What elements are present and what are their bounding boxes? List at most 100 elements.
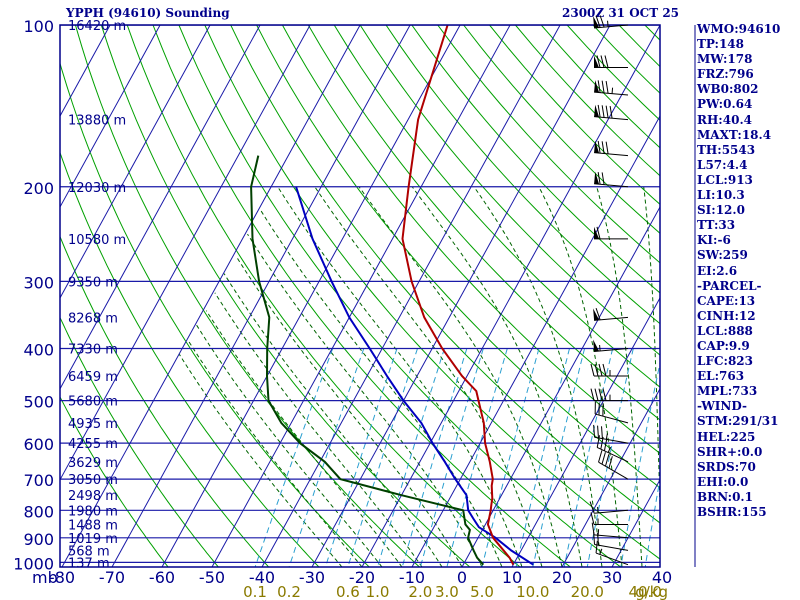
dry-adiabat: [333, 25, 660, 388]
wind-barb-flag: [601, 105, 605, 118]
isotherm: [361, 25, 660, 567]
wind-barb: [589, 501, 629, 514]
isotherm: [60, 25, 311, 481]
wind-barb-flag: [590, 512, 595, 525]
dry-adiabat: [60, 61, 370, 567]
wind-barb-staff: [594, 436, 629, 444]
wind-barb: [594, 104, 629, 121]
index-line: RH:40.4: [697, 112, 752, 127]
dry-adiabat: [385, 25, 660, 325]
wind-barb-half-flag: [605, 433, 608, 440]
moist-adiabat: [538, 186, 623, 567]
mixing-ratio-label: 20.0: [571, 583, 604, 600]
dry-adiabat: [359, 25, 660, 356]
pressure-tick-label: 500: [23, 393, 54, 412]
height-label: 9350 m: [68, 275, 118, 290]
dry-adiabat: [411, 25, 660, 294]
height-label: 10580 m: [68, 233, 126, 248]
wind-barb-flag: [605, 105, 609, 118]
wind-barb-flag: [609, 105, 613, 119]
isotherm: [411, 115, 660, 567]
index-line: TH:5543: [697, 142, 756, 157]
wind-barb-flag: [594, 388, 599, 401]
moist-adiabat: [247, 233, 483, 567]
mixing-ratio-label: 0.6: [336, 583, 360, 600]
wind-barb: [594, 401, 629, 424]
wind-barb-staff: [598, 461, 629, 480]
pressure-tick-label: 900: [23, 530, 54, 549]
index-line: MW:178: [697, 52, 753, 67]
mixing-ratio-line: [620, 360, 660, 567]
dry-adiabat: [74, 25, 420, 567]
index-line: MPL:733: [697, 384, 758, 399]
mixing-ratio-label: 3.0: [435, 583, 459, 600]
index-line: -WIND-: [697, 399, 747, 414]
moist-adiabat: [205, 310, 403, 567]
temperature-tick-label: -60: [149, 568, 175, 587]
temperature-trace: [401, 25, 515, 566]
height-label: 137 m: [68, 556, 110, 571]
mixing-ratio-line: [288, 348, 365, 567]
wind-barb: [594, 140, 629, 157]
index-line: BRN:0.1: [697, 489, 753, 504]
wind-barb-flag: [595, 307, 601, 320]
index-line: STM:291/31: [697, 414, 779, 429]
wind-barb: [593, 307, 629, 321]
wind-barb-flag: [596, 435, 601, 448]
wind-barb: [594, 55, 628, 69]
wind-barb-flag: [599, 15, 605, 28]
wind-barb-pennant: [594, 140, 600, 154]
wind-barb-flag: [598, 363, 603, 377]
wind-barb-flag: [605, 141, 609, 154]
moist-adiabat: [643, 186, 660, 524]
mixing-ratio-line: [563, 348, 614, 567]
isotherm: [111, 25, 411, 567]
wind-barb-flag: [590, 363, 595, 377]
wind-barb: [598, 450, 629, 480]
mixing-ratio-line: [586, 348, 634, 567]
temperature-tick-label: -70: [99, 568, 125, 587]
dry-adiabat: [126, 25, 521, 567]
mixing-ratio-line: [419, 348, 484, 567]
index-line: CINH:12: [697, 308, 756, 323]
moist-adiabat: [236, 256, 463, 567]
wind-barb: [590, 363, 628, 377]
dry-adiabat: [60, 151, 320, 567]
index-line: SI:12.0: [697, 203, 745, 218]
temperature-tick-label: -40: [249, 568, 275, 587]
dry-adiabat: [281, 25, 660, 454]
isotherm: [60, 25, 211, 299]
parcel-trace: [295, 186, 534, 566]
wind-barb-flag: [593, 424, 596, 438]
wind-barb-flag: [595, 15, 601, 28]
chart-title: YPPH (94610) Sounding: [66, 6, 230, 20]
height-label: 3629 m: [68, 456, 118, 471]
wind-barb-flag: [597, 172, 601, 185]
wind-barb: [593, 15, 629, 29]
height-label: 12030 m: [68, 181, 126, 196]
moist-adiabat: [178, 354, 343, 567]
index-line: LCL:913: [697, 172, 753, 187]
pressure-tick-label: 200: [23, 179, 54, 198]
wind-barb-flag: [601, 452, 606, 465]
index-line: BSHR:155: [697, 505, 767, 519]
mixing-ratio-label: 1.0: [366, 583, 390, 600]
index-line: WMO:94610: [697, 22, 781, 36]
mixing-ratio-line: [446, 348, 508, 567]
pressure-tick-label: 700: [23, 471, 54, 490]
wind-barb-flag: [595, 540, 598, 554]
index-line: LI:10.3: [697, 188, 745, 203]
height-label: 1019 m: [68, 532, 118, 547]
mixing-ratio-line: [377, 348, 445, 567]
isotherm: [211, 25, 511, 567]
wind-barb-pennant: [594, 226, 599, 239]
mixing-ratio-label: 40.0: [628, 583, 661, 600]
mixing-ratio-unit: g/kg: [635, 583, 668, 600]
temperature-tick-label: -10: [399, 568, 425, 587]
wind-barb: [594, 226, 628, 240]
isotherm: [311, 25, 611, 567]
moist-adiabat: [411, 186, 583, 567]
isotherm: [561, 387, 660, 567]
index-line: CAP:9.9: [697, 338, 750, 353]
height-label: 568 m: [68, 544, 110, 559]
